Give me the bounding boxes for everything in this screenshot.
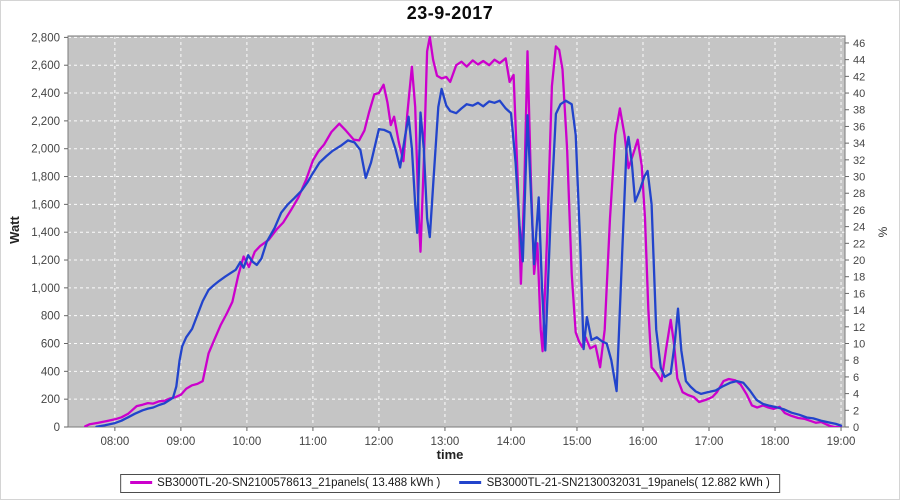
svg-text:400: 400 <box>41 366 60 378</box>
svg-text:20: 20 <box>853 255 865 267</box>
svg-text:40: 40 <box>853 88 865 100</box>
svg-text:1,400: 1,400 <box>31 227 60 239</box>
svg-text:24: 24 <box>853 222 865 234</box>
svg-text:09:00: 09:00 <box>166 436 195 448</box>
svg-text:19:00: 19:00 <box>827 436 856 448</box>
x-axis-label: time <box>436 447 464 462</box>
svg-text:18:00: 18:00 <box>761 436 790 448</box>
svg-text:600: 600 <box>41 339 60 351</box>
svg-text:2: 2 <box>853 405 859 417</box>
svg-text:16: 16 <box>853 288 865 300</box>
svg-text:28: 28 <box>853 188 865 200</box>
svg-text:14:00: 14:00 <box>497 436 526 448</box>
svg-text:17:00: 17:00 <box>695 436 724 448</box>
svg-text:16:00: 16:00 <box>629 436 658 448</box>
svg-text:32: 32 <box>853 155 865 167</box>
svg-text:22: 22 <box>853 238 865 250</box>
svg-text:1,000: 1,000 <box>31 283 60 295</box>
svg-text:44: 44 <box>853 55 865 67</box>
svg-text:800: 800 <box>41 311 60 323</box>
svg-text:1,800: 1,800 <box>31 172 60 184</box>
svg-text:42: 42 <box>853 71 865 83</box>
svg-text:13:00: 13:00 <box>431 436 460 448</box>
svg-text:4: 4 <box>853 389 859 401</box>
svg-text:0: 0 <box>853 422 859 434</box>
svg-text:2,600: 2,600 <box>31 60 60 72</box>
svg-text:2,400: 2,400 <box>31 88 60 100</box>
svg-text:2,200: 2,200 <box>31 116 60 128</box>
svg-text:200: 200 <box>41 394 60 406</box>
svg-text:10: 10 <box>853 339 865 351</box>
legend-swatch-0 <box>130 480 153 484</box>
svg-text:14: 14 <box>853 305 865 317</box>
legend-swatch-1 <box>459 480 482 484</box>
svg-text:36: 36 <box>853 121 865 133</box>
svg-text:08:00: 08:00 <box>100 436 129 448</box>
svg-text:30: 30 <box>853 172 865 184</box>
svg-text:18: 18 <box>853 272 865 284</box>
legend: SB3000TL-20-SN2100578613_21panels( 13.48… <box>120 474 780 494</box>
svg-text:10:00: 10:00 <box>233 436 262 448</box>
y-axis-label-left: Watt <box>7 216 22 244</box>
svg-text:12:00: 12:00 <box>365 436 394 448</box>
svg-text:38: 38 <box>853 105 865 117</box>
chart-title: 23-9-2017 <box>406 3 494 23</box>
legend-label: SB3000TL-20-SN2100578613_21panels( 13.48… <box>157 477 441 489</box>
svg-text:11:00: 11:00 <box>299 436 327 448</box>
legend-item: SB3000TL-20-SN2100578613_21panels( 13.48… <box>130 477 440 489</box>
svg-text:1,600: 1,600 <box>31 199 60 211</box>
legend-item: SB3000TL-21-SN2130032031_19panels( 12.88… <box>459 477 770 489</box>
svg-text:2,000: 2,000 <box>31 144 60 156</box>
legend-label: SB3000TL-21-SN2130032031_19panels( 12.88… <box>486 477 770 489</box>
svg-text:0: 0 <box>54 422 60 434</box>
svg-text:15:00: 15:00 <box>563 436 592 448</box>
svg-text:26: 26 <box>853 205 865 217</box>
svg-text:46: 46 <box>853 38 865 50</box>
svg-text:1,200: 1,200 <box>31 255 60 267</box>
svg-text:34: 34 <box>853 138 865 150</box>
svg-text:6: 6 <box>853 372 859 384</box>
y-axis-label-right: % <box>876 226 890 238</box>
svg-text:12: 12 <box>853 322 865 334</box>
svg-text:2,800: 2,800 <box>31 32 60 44</box>
svg-text:8: 8 <box>853 355 859 367</box>
